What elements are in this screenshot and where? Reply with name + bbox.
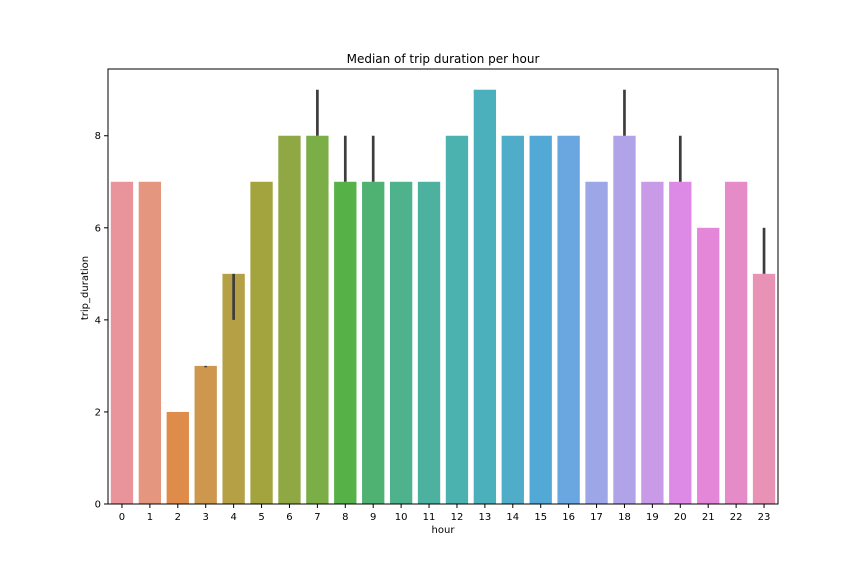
bars-group — [110, 89, 776, 505]
bar-hour-1 — [138, 181, 162, 504]
x-tick-label: 18 — [618, 512, 631, 523]
x-tick-label: 9 — [370, 512, 376, 523]
x-tick-label: 10 — [395, 512, 408, 523]
bar-hour-22 — [724, 181, 748, 504]
y-tick-label: 2 — [95, 407, 101, 418]
bar-hour-13 — [473, 89, 497, 504]
y-tick-label: 0 — [95, 500, 101, 511]
x-tick-label: 15 — [534, 512, 547, 523]
bar-hour-10 — [389, 181, 413, 504]
x-tick-label: 11 — [423, 512, 436, 523]
bar-hour-11 — [417, 181, 441, 504]
bar-hour-4 — [222, 273, 245, 504]
x-tick-label: 5 — [258, 512, 264, 523]
x-tick-label: 17 — [590, 512, 603, 523]
x-tick-label: 20 — [674, 512, 687, 523]
y-tick-label: 4 — [95, 315, 101, 326]
x-tick-label: 2 — [175, 512, 181, 523]
x-tick-label: 21 — [702, 512, 715, 523]
bar-hour-6 — [278, 135, 301, 504]
y-axis-label: trip_duration — [80, 256, 91, 320]
bar-hour-18 — [613, 135, 636, 504]
bar-hour-21 — [697, 227, 720, 505]
plot-frame — [107, 68, 779, 505]
bar-hour-23 — [752, 273, 776, 504]
x-tick-label: 6 — [286, 512, 292, 523]
x-tick-label: 19 — [646, 512, 659, 523]
x-axis-ticks: 0 1 2 3 4 5 6 7 8 9 10 11 12 13 14 15 16 17 18 19 20 21 22 23 — [119, 504, 771, 523]
x-tick-label: 23 — [758, 512, 771, 523]
x-tick-label: 7 — [314, 512, 320, 523]
x-tick-label: 13 — [479, 512, 492, 523]
x-tick-label: 12 — [451, 512, 464, 523]
bar-hour-15 — [529, 135, 552, 504]
bar-hour-7 — [306, 135, 329, 504]
bar-hour-14 — [501, 135, 524, 504]
error-bars-group — [204, 89, 766, 368]
y-tick-label: 6 — [95, 223, 101, 234]
bar-hour-16 — [557, 135, 580, 504]
x-tick-label: 22 — [730, 512, 743, 523]
y-tick-label: 8 — [95, 131, 101, 142]
bar-hour-12 — [445, 135, 469, 504]
x-tick-label: 3 — [203, 512, 209, 523]
x-tick-label: 14 — [506, 512, 519, 523]
x-tick-label: 16 — [562, 512, 575, 523]
bar-hour-20 — [669, 181, 692, 504]
x-tick-label: 0 — [119, 512, 125, 523]
bar-hour-19 — [641, 181, 664, 504]
chart-title: Median of trip duration per hour — [347, 52, 540, 66]
x-tick-label: 4 — [230, 512, 236, 523]
bar-hour-0 — [110, 181, 134, 504]
bar-hour-5 — [250, 181, 273, 504]
y-axis-ticks: 0 2 4 6 8 — [95, 131, 108, 511]
x-tick-label: 8 — [342, 512, 348, 523]
x-axis-label: hour — [432, 525, 456, 536]
bar-hour-3 — [194, 365, 217, 504]
x-tick-label: 1 — [147, 512, 153, 523]
bar-hour-8 — [334, 181, 357, 504]
bar-hour-2 — [166, 411, 189, 504]
bar-hour-17 — [585, 181, 608, 504]
bar-hour-9 — [362, 181, 385, 504]
